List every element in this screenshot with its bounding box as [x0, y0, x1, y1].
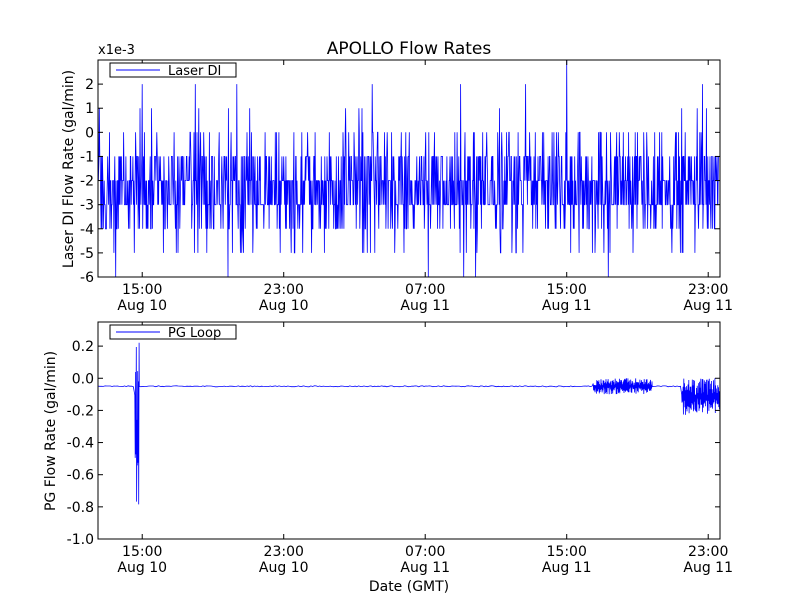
- y-tick-label: -3: [80, 198, 94, 214]
- x-tick-label-time: 23:00: [264, 544, 304, 560]
- y-tick-label: -0.8: [67, 500, 94, 516]
- x-tick-label-time: 15:00: [122, 282, 162, 298]
- x-tick-label-date: Aug 10: [259, 298, 309, 314]
- legend-label-pg-loop: PG Loop: [168, 326, 221, 341]
- series-line-laser-di: [98, 60, 720, 277]
- y-tick-label: -0.6: [67, 468, 94, 484]
- y-tick-label: -1.0: [67, 532, 94, 548]
- y-tick-label: -6: [80, 270, 94, 286]
- x-tick-label-date: Aug 11: [542, 560, 592, 576]
- plot-frame: [97, 59, 721, 278]
- legend-box: [109, 324, 237, 340]
- x-tick-label-time: 23:00: [688, 282, 728, 298]
- laser-di-chart: APOLLO Flow Rates x1e-3 Laser DI Flow Ra…: [61, 39, 733, 314]
- x-tick-label-time: 23:00: [688, 544, 728, 560]
- x-tick-label-time: 23:00: [264, 282, 304, 298]
- legend: PG Loop: [109, 324, 237, 341]
- x-tick-label-time: 15:00: [547, 544, 587, 560]
- y-tick-label: -0.2: [67, 403, 94, 419]
- x-tick-label-date: Aug 10: [117, 560, 167, 576]
- x-tick-label-time: 07:00: [405, 544, 445, 560]
- y-axis-label: PG Flow Rate (gal/min): [43, 351, 59, 511]
- y-tick-label: 1: [85, 101, 94, 117]
- y-ticks: -6 -5 -4 -3 -2 -1 0 1 2: [80, 77, 720, 286]
- y-tick-label: -1: [80, 149, 94, 165]
- x-tick-label-date: Aug 11: [400, 560, 450, 576]
- x-axis-label: Date (GMT): [369, 579, 449, 595]
- y-ticks: -1.0 -0.8 -0.6 -0.4 -0.2 0.0 0.2: [67, 339, 720, 548]
- series-layer: [98, 60, 720, 277]
- x-tick-label-date: Aug 11: [400, 298, 450, 314]
- y-tick-label: -2: [80, 174, 94, 190]
- x-tick-label-date: Aug 11: [683, 560, 733, 576]
- x-tick-label-time: 15:00: [547, 282, 587, 298]
- legend-box: [109, 62, 237, 78]
- series-line-pg-loop: [98, 342, 720, 505]
- x-tick-label-date: Aug 10: [117, 298, 167, 314]
- x-tick-label-time: 07:00: [405, 282, 445, 298]
- plot-frame: [97, 321, 721, 540]
- y-tick-label: 2: [85, 77, 94, 93]
- series-layer: [98, 342, 720, 505]
- chart-title: APOLLO Flow Rates: [327, 39, 492, 59]
- y-tick-label: 0.2: [72, 339, 94, 355]
- y-tick-label: -0.4: [67, 436, 94, 452]
- y-offset-label: x1e-3: [98, 43, 135, 58]
- legend-label-laser-di: Laser DI: [168, 64, 221, 79]
- legend: Laser DI: [109, 62, 237, 79]
- x-tick-label-date: Aug 11: [683, 298, 733, 314]
- x-tick-label-time: 15:00: [122, 544, 162, 560]
- x-tick-label-date: Aug 11: [542, 298, 592, 314]
- y-tick-label: -4: [80, 222, 94, 238]
- pg-loop-chart: PG Flow Rate (gal/min) Date (GMT) -1.0 -0…: [43, 321, 733, 595]
- y-axis-label: Laser DI Flow Rate (gal/min): [61, 70, 77, 268]
- y-tick-label: 0: [85, 125, 94, 141]
- y-tick-label: -5: [80, 246, 94, 262]
- x-tick-label-date: Aug 10: [259, 560, 309, 576]
- y-tick-label: 0.0: [72, 371, 94, 387]
